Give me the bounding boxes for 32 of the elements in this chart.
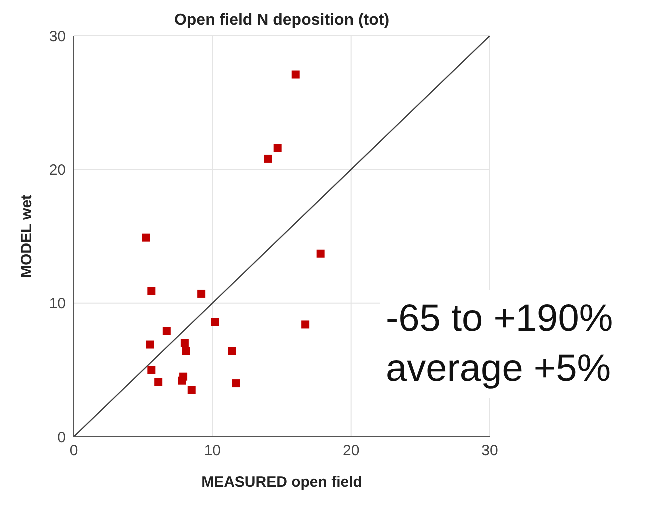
point: [188, 386, 196, 394]
x-tick-label: 0: [70, 442, 78, 460]
point: [274, 144, 282, 152]
point: [162, 327, 171, 336]
point: [154, 378, 163, 386]
point: [148, 287, 156, 296]
y-tick-label: 0: [58, 429, 66, 446]
point: [302, 320, 310, 329]
point: [264, 154, 272, 163]
point: [211, 318, 220, 326]
point: [232, 380, 240, 388]
x-tick-label: 30: [482, 442, 498, 460]
y-axis-title: MODEL wet: [18, 194, 36, 278]
point: [146, 340, 154, 349]
chart-title: Open field N deposition (tot): [173, 12, 391, 30]
y-tick-label: 20: [49, 162, 66, 179]
x-tick-label: 20: [342, 442, 360, 460]
point: [228, 347, 236, 356]
point: [180, 339, 189, 348]
point: [198, 290, 206, 298]
y-tick-label: 30: [49, 28, 66, 46]
x-axis-title: MEASURED open field: [202, 474, 362, 491]
point: [316, 250, 325, 258]
point: [182, 347, 190, 356]
point: [148, 366, 156, 374]
point: [292, 70, 300, 79]
point: [142, 234, 150, 242]
point: [178, 376, 186, 385]
y-tick-label: 10: [49, 296, 66, 313]
x-tick-label: 10: [204, 442, 222, 460]
annotation: average +5%: [386, 347, 612, 392]
annotation: -65 to +190%: [386, 297, 614, 342]
